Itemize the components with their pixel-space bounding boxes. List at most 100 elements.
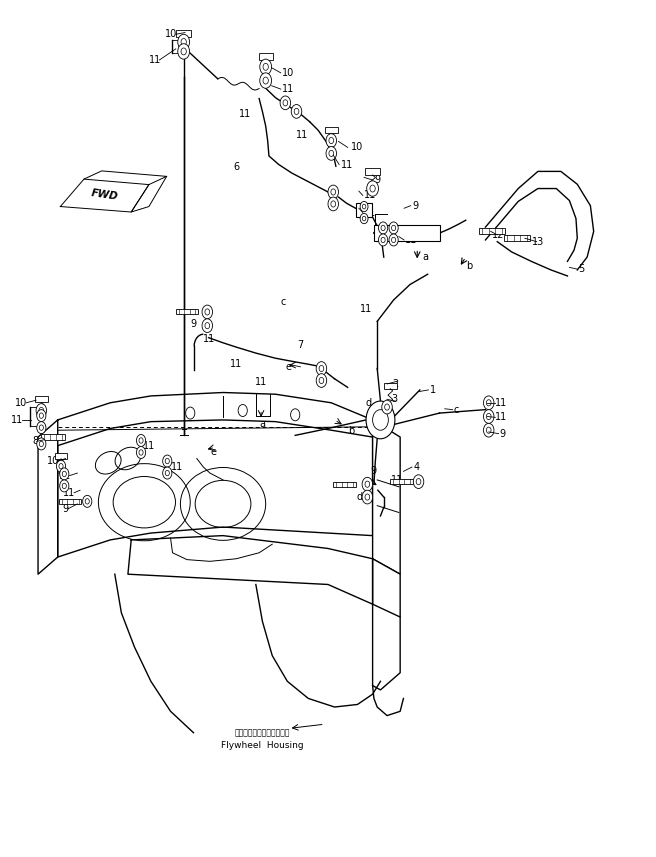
- Circle shape: [291, 105, 302, 118]
- Text: 11: 11: [495, 412, 508, 423]
- Bar: [35, 396, 48, 403]
- Circle shape: [329, 137, 334, 144]
- Circle shape: [205, 309, 210, 315]
- Text: e: e: [210, 447, 216, 458]
- Bar: [176, 309, 198, 315]
- Bar: [365, 168, 380, 175]
- Text: 2: 2: [392, 379, 399, 389]
- Text: a: a: [259, 419, 266, 429]
- Text: 11: 11: [239, 109, 251, 119]
- Circle shape: [280, 96, 291, 110]
- Text: d: d: [356, 492, 363, 502]
- Circle shape: [381, 225, 385, 231]
- Circle shape: [416, 478, 421, 485]
- Text: 9: 9: [500, 428, 506, 439]
- Text: 11: 11: [171, 462, 183, 472]
- Text: 11: 11: [255, 377, 267, 387]
- Circle shape: [389, 234, 398, 246]
- Text: 12: 12: [493, 230, 504, 240]
- Circle shape: [139, 438, 143, 443]
- Circle shape: [384, 404, 390, 411]
- Circle shape: [483, 396, 494, 410]
- Circle shape: [362, 490, 373, 504]
- Circle shape: [60, 480, 69, 492]
- Text: 13: 13: [532, 237, 544, 247]
- Circle shape: [181, 39, 186, 45]
- Text: 9: 9: [374, 175, 380, 185]
- Circle shape: [483, 410, 494, 423]
- Text: d: d: [365, 398, 371, 408]
- Circle shape: [362, 216, 366, 221]
- Circle shape: [486, 427, 491, 434]
- Text: Flywheel  Housing: Flywheel Housing: [221, 741, 304, 750]
- Text: 10: 10: [351, 142, 363, 153]
- Circle shape: [39, 407, 44, 414]
- Text: 8: 8: [32, 436, 38, 446]
- Circle shape: [413, 475, 424, 488]
- Polygon shape: [373, 559, 400, 617]
- Circle shape: [136, 434, 146, 446]
- Text: 10: 10: [282, 68, 295, 78]
- Text: 11: 11: [58, 470, 71, 481]
- Circle shape: [381, 237, 385, 243]
- Circle shape: [319, 365, 324, 372]
- Circle shape: [36, 404, 47, 417]
- Text: 10: 10: [47, 456, 59, 466]
- Circle shape: [39, 425, 43, 430]
- Circle shape: [362, 477, 373, 491]
- Circle shape: [165, 458, 169, 464]
- Circle shape: [379, 234, 388, 246]
- Circle shape: [39, 413, 43, 418]
- Text: 11: 11: [148, 55, 161, 65]
- Text: b: b: [348, 426, 354, 436]
- Circle shape: [316, 374, 327, 387]
- Text: 9: 9: [63, 504, 69, 514]
- Circle shape: [365, 481, 370, 488]
- Circle shape: [163, 467, 172, 479]
- Text: FWD: FWD: [91, 189, 119, 202]
- Circle shape: [367, 181, 379, 196]
- Text: 11: 11: [359, 303, 372, 314]
- Text: a: a: [422, 252, 428, 262]
- Circle shape: [294, 108, 299, 115]
- Circle shape: [37, 410, 46, 422]
- Circle shape: [62, 483, 66, 488]
- Text: 11: 11: [364, 207, 377, 218]
- Bar: [176, 30, 191, 37]
- Circle shape: [202, 319, 213, 333]
- Bar: [41, 434, 65, 440]
- Circle shape: [260, 59, 272, 75]
- Bar: [479, 229, 505, 235]
- Bar: [59, 499, 81, 504]
- Circle shape: [316, 362, 327, 375]
- Circle shape: [83, 495, 92, 507]
- Text: 11: 11: [63, 488, 75, 498]
- Text: 9: 9: [412, 201, 418, 211]
- Text: 9: 9: [371, 466, 377, 476]
- Circle shape: [165, 470, 169, 476]
- Text: 5: 5: [579, 264, 585, 274]
- Polygon shape: [373, 420, 400, 574]
- Bar: [374, 225, 440, 241]
- Circle shape: [362, 204, 366, 209]
- Bar: [356, 203, 372, 217]
- Text: c: c: [281, 297, 286, 307]
- Bar: [504, 236, 530, 242]
- Text: b: b: [466, 261, 472, 271]
- Bar: [325, 127, 338, 134]
- Circle shape: [178, 34, 190, 50]
- Circle shape: [291, 409, 300, 421]
- Text: c: c: [454, 405, 459, 415]
- Circle shape: [365, 494, 370, 500]
- Circle shape: [328, 185, 338, 199]
- Circle shape: [263, 77, 268, 84]
- Circle shape: [392, 237, 396, 243]
- Text: 11: 11: [230, 359, 242, 369]
- Bar: [333, 482, 356, 487]
- Circle shape: [486, 413, 491, 420]
- Circle shape: [331, 201, 336, 207]
- Circle shape: [163, 455, 172, 467]
- Circle shape: [326, 147, 337, 160]
- Text: 11: 11: [405, 235, 418, 245]
- Circle shape: [283, 99, 288, 106]
